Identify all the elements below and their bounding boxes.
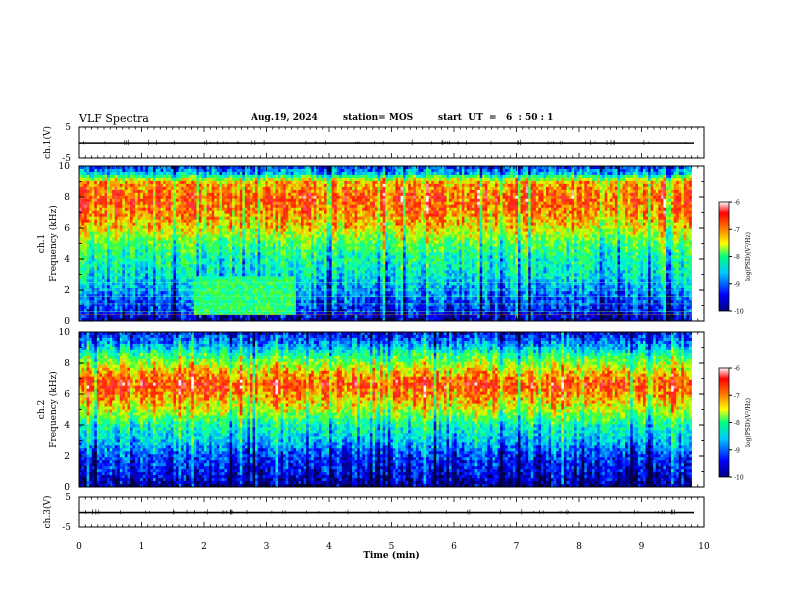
xaxis-tick-label: 6 [451,542,457,552]
ch1-spectrogram-panel: 0 2 4 6 8 10 ch.1 Frequency (kHz) -6 -7 -8 -9 -10 log… [37,162,752,327]
ch2-spectrogram-ytick-label: 2 [64,452,70,462]
ch1-spectrogram-cells [79,166,692,321]
xaxis-tick-label: 2 [201,542,207,552]
ch2-spectrogram-ytick-label: 6 [64,390,70,400]
station-label: station= MOS [343,113,413,123]
ch1-spectrogram-colorbar-tick-label: -6 [734,200,740,207]
xaxis-tick-label: 10 [698,542,710,552]
ch1-spectrogram-ytick-label: 6 [64,224,70,234]
ch1-spectrogram-ytick-label: 8 [64,193,70,203]
chart-title: VLF Spectra [79,112,149,125]
ch1-spectrogram-colorbar-tick-label: -7 [734,227,740,234]
xaxis-tick-label: 7 [514,542,520,552]
ch2-spectrogram-colorbar [719,368,729,477]
ch1-spectrogram-ylabel: Frequency (kHz) [48,205,59,282]
ch2-spectrogram-ytick-label: 10 [59,328,71,338]
ch1-waveform-ylabel: ch.1(V) [42,126,53,159]
ch1-spectrogram-ylabel-channel: ch.1 [37,234,47,253]
ch1-spectrogram-ytick-label: 4 [64,255,70,265]
ch2-spectrogram-ytick-label: 0 [64,483,70,493]
ch2-spectrogram-colorbar-tick-label: -9 [734,447,740,454]
ch3-waveform-ytick-label: 5 [65,493,71,503]
ch1-spectrogram-colorbar-tick-label: -9 [734,281,740,288]
ch3-waveform-ytick-label: -5 [62,523,71,533]
xaxis-tick-label: 0 [76,542,82,552]
ch1-spectrogram-colorbar [719,202,729,311]
ch2-spectrogram-colorbar-tick-label: -10 [734,475,744,482]
xaxis-tick-label: 1 [139,542,145,552]
ch1-spectrogram-colorbar-label: log(PSD)(V²/Hz) [745,232,752,281]
ch2-spectrogram-panel: 0 2 4 6 8 10 ch.2 Frequency (kHz) -6 -7 -8 -9 -10 log… [37,328,752,493]
start-time-label: start UT = 6 : 50 : 1 [438,113,553,123]
ch1-spectrogram-ytick-label: 0 [64,317,70,327]
ch3-waveform-ylabel: ch.3(V) [42,496,53,529]
ch1-spectrogram-ytick-label: 2 [64,286,70,296]
ch1-waveform-ytick-label: 5 [65,123,71,133]
ch1-spectrogram-colorbar-tick-label: -10 [734,309,744,316]
ch2-spectrogram-ytick-label: 4 [64,421,70,431]
ch2-spectrogram-ylabel: Frequency (kHz) [48,371,59,448]
ch2-spectrogram-ylabel-channel: ch.2 [37,400,47,419]
xaxis-tick-label: 9 [639,542,645,552]
ch2-spectrogram-colorbar-tick-label: -7 [734,393,740,400]
ch1-spectrogram-ytick-label: 10 [59,162,71,172]
date-label: Aug.19, 2024 [251,113,318,123]
xaxis-tick-label: 8 [576,542,582,552]
ch2-spectrogram-colorbar-tick-label: -6 [734,366,740,373]
ch2-spectrogram-cells [79,332,692,487]
ch2-spectrogram-ytick-label: 8 [64,359,70,369]
ch2-spectrogram-colorbar-label: log(PSD)(V²/Hz) [745,398,752,447]
ch1-spectrogram-colorbar-tick-label: -8 [734,254,740,261]
xaxis-tick-label: 3 [264,542,270,552]
xaxis-tick-label: 4 [326,542,332,552]
xaxis-label: Time (min) [363,550,420,561]
ch2-spectrogram-colorbar-tick-label: -8 [734,420,740,427]
